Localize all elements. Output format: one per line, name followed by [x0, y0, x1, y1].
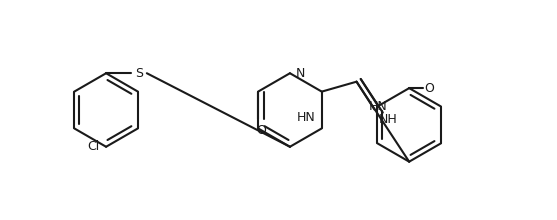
Text: O: O [424, 82, 434, 95]
Text: S: S [135, 67, 143, 80]
Text: NH: NH [378, 114, 397, 126]
Text: N: N [296, 67, 305, 80]
Text: HN: HN [297, 111, 316, 124]
Text: Cl: Cl [87, 140, 99, 153]
Text: HN: HN [369, 100, 387, 113]
Text: O: O [256, 124, 266, 138]
